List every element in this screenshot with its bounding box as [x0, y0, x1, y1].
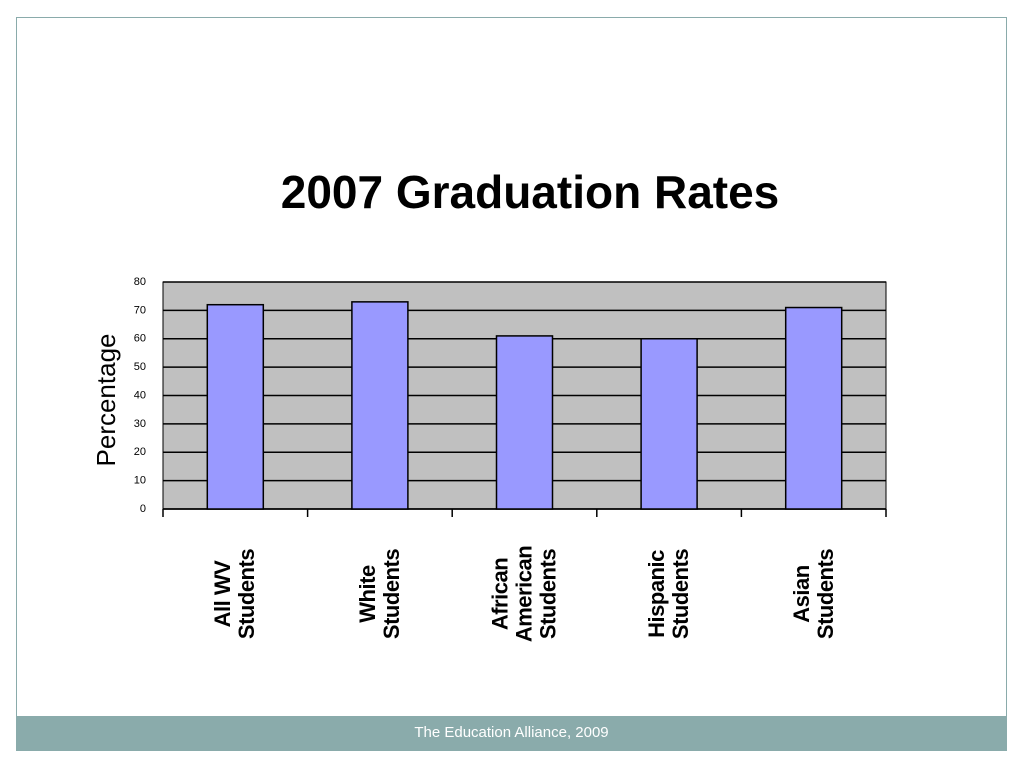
y-tick-label: 70 — [134, 304, 146, 316]
bar — [784, 306, 843, 510]
x-tick-label: African American Students — [487, 545, 561, 643]
bar — [206, 303, 265, 510]
y-tick-label: 40 — [134, 389, 146, 401]
x-tick-label: Hispanic Students — [643, 548, 694, 640]
bar — [495, 335, 554, 510]
x-tick-label: All WV Students — [210, 548, 260, 640]
x-tick-label: Asian Students — [788, 548, 838, 640]
bar — [640, 338, 698, 510]
footer: The Education Alliance, 2009 — [414, 724, 609, 741]
bar — [351, 301, 409, 510]
y-tick-label: 80 — [134, 276, 146, 288]
y-axis-label: Percentage — [91, 334, 121, 467]
chart-title: 2007 Graduation Rates — [281, 166, 780, 218]
y-tick-label: 10 — [134, 475, 146, 487]
y-tick-label: 60 — [134, 333, 146, 345]
x-tick-label: White Students — [354, 548, 404, 640]
y-tick-label: 50 — [134, 361, 146, 373]
y-tick-label: 20 — [134, 446, 146, 458]
footer-band — [17, 716, 1006, 750]
y-tick-label: 30 — [134, 418, 146, 430]
y-tick-label: 0 — [140, 503, 146, 515]
